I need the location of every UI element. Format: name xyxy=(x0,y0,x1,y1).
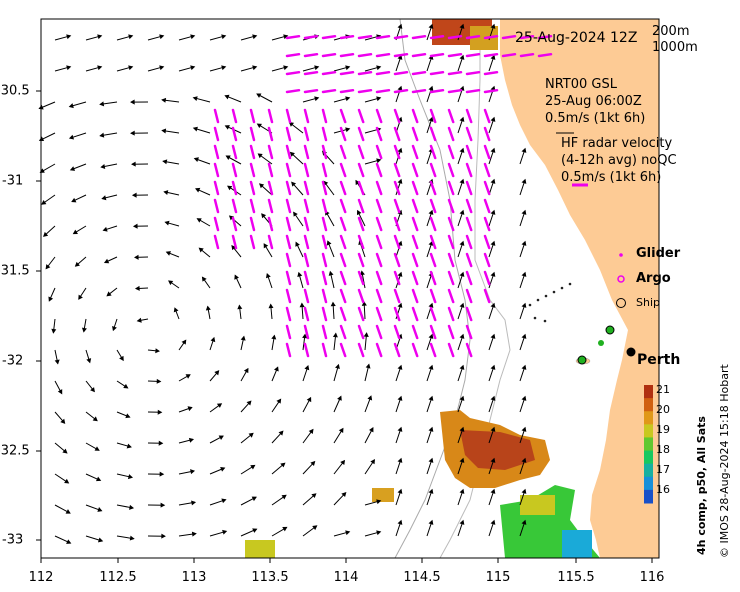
plot-border xyxy=(40,18,660,559)
model-label-line1: NRT00 GSL xyxy=(545,77,617,92)
perth-label: Perth xyxy=(637,352,681,368)
contour-1000-label: 1000m xyxy=(652,40,698,55)
glider-track xyxy=(528,282,572,323)
x-tick-112: 112 xyxy=(28,570,54,585)
model-scale-label: 0.5m/s (1kt 6h) xyxy=(545,111,646,126)
ship-marker-3 xyxy=(598,340,604,346)
x-tick-113-5: 113.5 xyxy=(251,570,289,585)
sst-patch-south-blue xyxy=(562,530,592,558)
colorbar-title: 4h comp, p50, All Sats xyxy=(695,416,708,555)
y-tick-31: -31 xyxy=(2,173,24,189)
glider-label: Glider xyxy=(636,246,681,261)
hf-radar-arrows xyxy=(213,34,553,358)
x-tick-112-5: 112.5 xyxy=(99,570,137,585)
argo-label: Argo xyxy=(636,271,671,286)
ship-marker-2 xyxy=(577,355,587,365)
land-mass xyxy=(500,19,659,558)
colorbar-tick-19: 19 xyxy=(656,423,670,436)
model-current-arrows xyxy=(38,23,527,544)
x-tick-113: 113 xyxy=(181,570,207,585)
colorbar-tick-16: 16 xyxy=(656,483,670,496)
contour-200m xyxy=(439,19,511,559)
model-label-line2: 25-Aug 06:00Z xyxy=(545,94,642,109)
y-tick-32-5: -32.5 xyxy=(0,443,30,459)
ship-legend-icon xyxy=(616,298,626,308)
colorbar-tick-21: 21 xyxy=(656,383,670,396)
y-tick-33: -33 xyxy=(2,532,24,548)
credit-text: © IMOS 28-Aug-2024 15:18 Hobart xyxy=(718,364,731,558)
contour-1000m xyxy=(394,18,471,559)
contour-200-label: 200m xyxy=(652,24,690,39)
hf-scale-label: 0.5m/s (1kt 6h) xyxy=(561,170,662,185)
colorbar-tick-17: 17 xyxy=(656,463,670,476)
hf-label-line1: HF radar velocity xyxy=(561,136,673,151)
perth-marker xyxy=(626,347,636,357)
x-tick-115: 115 xyxy=(485,570,511,585)
x-tick-116: 116 xyxy=(639,570,665,585)
axis-tick-marks xyxy=(36,90,653,563)
sst-patch-sw xyxy=(372,488,394,502)
y-tick-30-5: -30.5 xyxy=(0,83,30,99)
colorbar-tick-18: 18 xyxy=(656,443,670,456)
hf-label-line2: (4-12h avg) noQC xyxy=(561,153,677,168)
y-tick-32: -32 xyxy=(2,353,24,369)
ship-marker-1 xyxy=(605,325,615,335)
ship-label: Ship xyxy=(636,296,660,309)
sst-patch-sw2 xyxy=(245,540,275,558)
x-tick-114: 114 xyxy=(333,570,359,585)
map-datetime: 25-Aug-2024 12Z xyxy=(515,30,638,46)
sst-patch-mid-dark xyxy=(460,430,535,470)
colorbar-tick-20: 20 xyxy=(656,403,670,416)
glider-legend-icon xyxy=(619,253,623,257)
x-tick-115-5: 115.5 xyxy=(557,570,595,585)
argo-legend-icon xyxy=(617,275,625,283)
sst-colorbar xyxy=(644,385,653,504)
sst-patch-south-yellow xyxy=(520,495,555,515)
y-tick-31-5: -31.5 xyxy=(0,263,30,279)
x-tick-114-5: 114.5 xyxy=(403,570,441,585)
